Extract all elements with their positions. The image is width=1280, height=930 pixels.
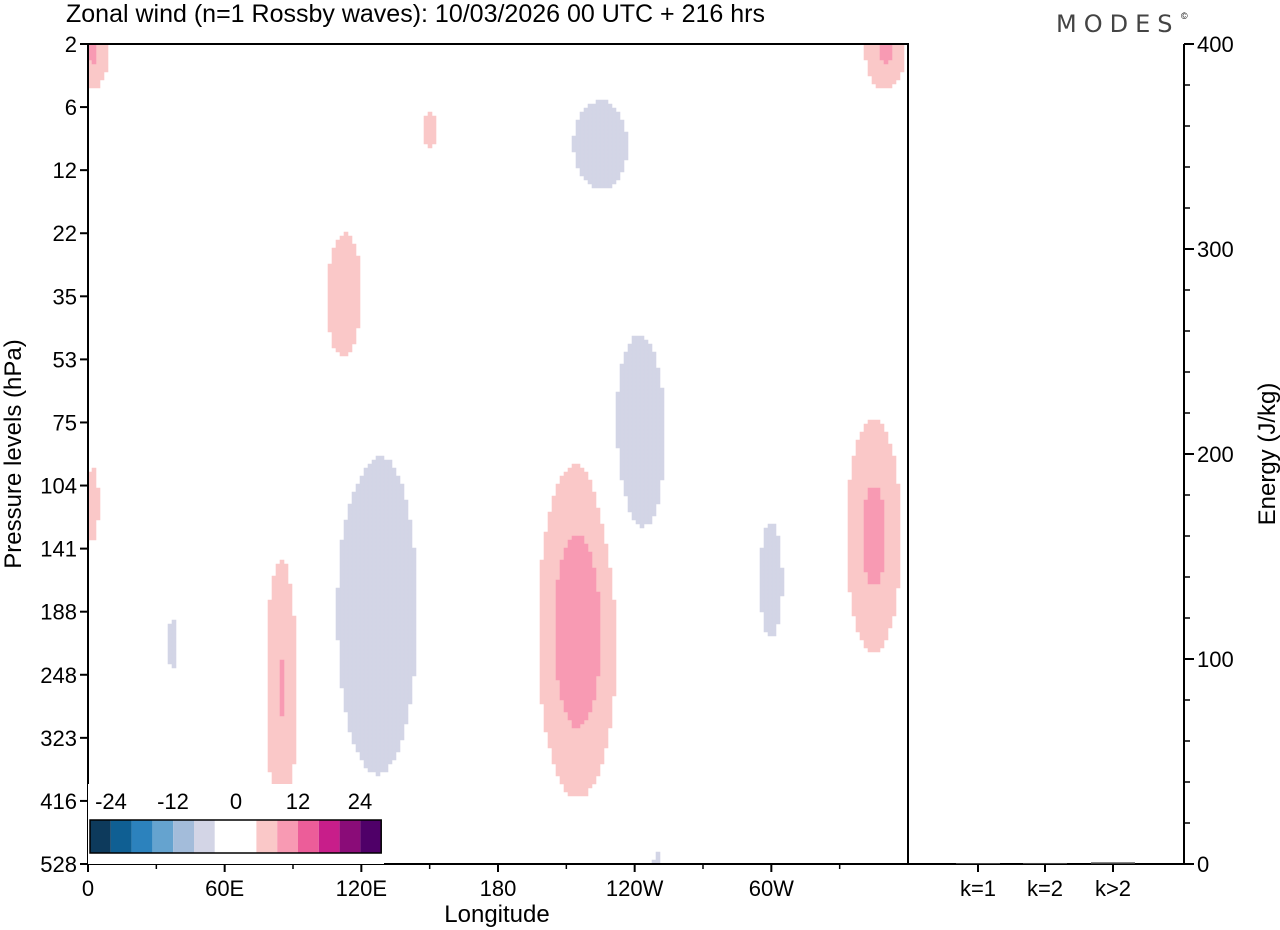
colorbar-label: 24 bbox=[348, 789, 372, 814]
y-axis-label: Pressure levels (hPa) bbox=[0, 339, 27, 568]
energy-tick-label: 200 bbox=[1197, 442, 1234, 467]
colorbar-labels: -24 -12 0 12 24 bbox=[95, 789, 372, 814]
energy-category-label: k=1 bbox=[960, 876, 996, 901]
colorbar-cell bbox=[318, 820, 340, 853]
colorbar-label: -24 bbox=[95, 789, 127, 814]
colorbar-outline bbox=[89, 819, 382, 854]
energy-category-label: k>2 bbox=[1095, 876, 1131, 901]
y-axis: 2 6 12 22 35 53 75 104 141 188 248 323 416 528 bbox=[40, 32, 88, 877]
colorbar-cell bbox=[131, 820, 153, 853]
contour-fills bbox=[87, 43, 905, 865]
colorbar-cell bbox=[298, 820, 319, 853]
energy-categories: k=1 k=2 k>2 bbox=[960, 864, 1131, 901]
colorbar-cell bbox=[173, 820, 194, 853]
energy-ticks: 400 300 200 100 0 bbox=[1184, 32, 1234, 877]
heatmap-plot bbox=[87, 43, 909, 865]
colorbar-cells bbox=[89, 819, 382, 854]
x-tick-label: 60W bbox=[749, 876, 794, 901]
energy-axis-label: Energy (J/kg) bbox=[1254, 383, 1280, 526]
energy-tick-label: 0 bbox=[1197, 852, 1209, 877]
colorbar-label: -12 bbox=[157, 789, 189, 814]
y-tick-label: 248 bbox=[40, 663, 77, 688]
y-tick-label: 6 bbox=[65, 95, 77, 120]
energy-category-label: k=2 bbox=[1027, 876, 1063, 901]
x-tick-label: 120W bbox=[606, 876, 664, 901]
x-axis-label: Longitude bbox=[444, 901, 549, 928]
y-tick-label: 188 bbox=[40, 600, 77, 625]
y-tick-label: 323 bbox=[40, 726, 77, 751]
y-tick-label: 141 bbox=[40, 537, 77, 562]
x-axis: 0 60E 120E 180 120W 60W bbox=[82, 864, 841, 901]
energy-bar bbox=[956, 863, 1000, 864]
colorbar-cell bbox=[194, 820, 215, 853]
chart-title: Zonal wind (n=1 Rossby waves): 10/03/202… bbox=[66, 0, 765, 28]
colorbar-cell bbox=[235, 820, 257, 853]
contour-level-12 bbox=[87, 43, 893, 729]
colorbar-legend: -24 -12 0 12 24 bbox=[88, 784, 384, 864]
energy-bars bbox=[956, 862, 1135, 864]
x-tick-label: 0 bbox=[82, 876, 94, 901]
colorbar-label: 12 bbox=[286, 789, 310, 814]
colorbar-cell bbox=[360, 820, 382, 853]
energy-bar bbox=[1091, 862, 1135, 864]
plot-frame bbox=[87, 43, 909, 865]
colorbar-cell bbox=[256, 820, 278, 853]
y-tick-label: 75 bbox=[53, 410, 77, 435]
energy-tick-label: 300 bbox=[1197, 237, 1234, 262]
energy-panel: 400 300 200 100 0 k=1 k=2 k>2 bbox=[908, 32, 1234, 901]
colorbar-cell bbox=[152, 820, 174, 853]
modes-logo: MODES bbox=[1056, 10, 1179, 38]
energy-bar bbox=[1023, 862, 1067, 864]
y-tick-label: 104 bbox=[40, 474, 77, 499]
y-tick-label: 35 bbox=[53, 284, 77, 309]
y-tick-label: 53 bbox=[53, 347, 77, 372]
x-tick-label: 180 bbox=[480, 876, 517, 901]
colorbar-cell bbox=[277, 820, 298, 853]
x-tick-label: 120E bbox=[336, 876, 387, 901]
energy-tick-label: 400 bbox=[1197, 32, 1234, 57]
y-tick-label: 528 bbox=[40, 852, 77, 877]
y-tick-label: 2 bbox=[65, 32, 77, 57]
y-tick-label: 22 bbox=[53, 221, 77, 246]
x-tick-label: 60E bbox=[205, 876, 244, 901]
colorbar-cell bbox=[90, 820, 111, 853]
contour-level-6 bbox=[87, 43, 905, 817]
modes-logo-mark: © bbox=[1181, 11, 1188, 21]
y-tick-label: 12 bbox=[53, 158, 77, 183]
colorbar-cell bbox=[214, 820, 236, 853]
y-tick-label: 416 bbox=[40, 789, 77, 814]
colorbar-label: 0 bbox=[230, 789, 242, 814]
energy-tick-label: 100 bbox=[1197, 647, 1234, 672]
colorbar-cell bbox=[339, 820, 361, 853]
contour-level--6 bbox=[167, 99, 785, 865]
colorbar-cell bbox=[110, 820, 132, 853]
